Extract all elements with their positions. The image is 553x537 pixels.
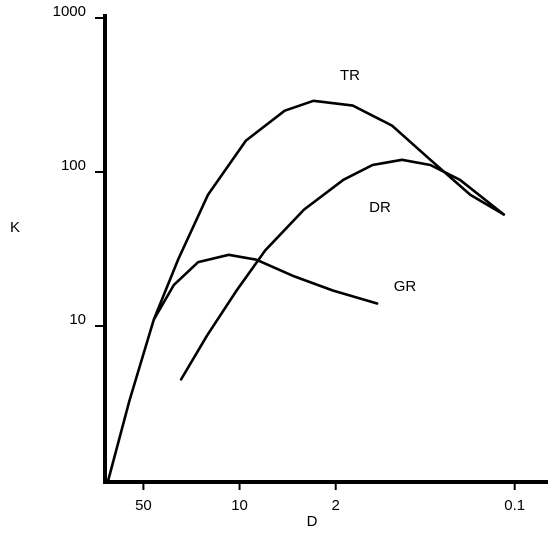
x-tick-label: 2 (332, 497, 340, 514)
curve (152, 253, 379, 321)
x-tick-label: 0.1 (504, 497, 525, 514)
curve-label: GR (394, 278, 417, 295)
curve (179, 158, 506, 381)
y-tick-label: 100 (61, 157, 86, 174)
y-tick-label: 1000 (53, 3, 86, 20)
curve-label: DR (369, 199, 391, 216)
x-tick-label: 50 (135, 497, 152, 514)
y-tick-label: 10 (69, 311, 86, 328)
curve (107, 99, 506, 482)
y-axis-label: K (10, 219, 20, 236)
curve-label: TR (340, 67, 360, 84)
x-axis-label: D (307, 513, 318, 530)
x-tick-label: 10 (231, 497, 248, 514)
